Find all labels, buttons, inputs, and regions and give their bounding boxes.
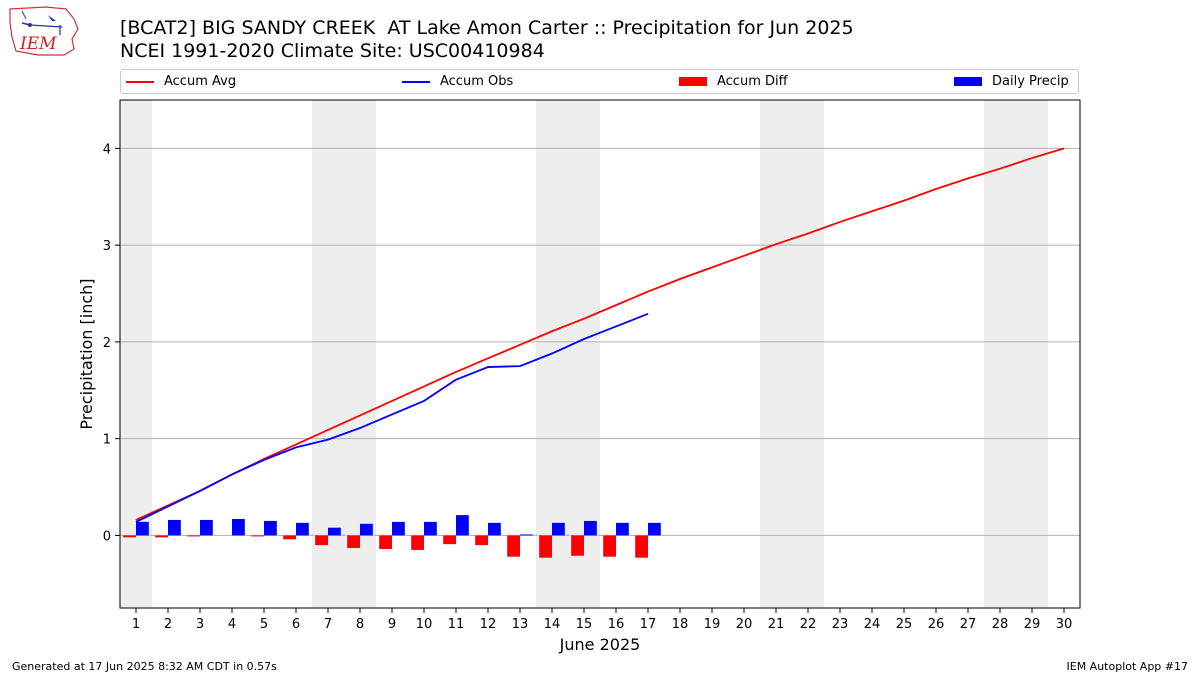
x-tick-label: 21 xyxy=(768,617,785,632)
x-tick-label: 27 xyxy=(960,617,977,632)
accum-diff-bar xyxy=(315,535,328,546)
chart-legend: Accum Avg Accum Obs Accum Diff Daily Pre… xyxy=(120,69,1079,94)
y-tick-label: 0 xyxy=(103,529,111,544)
daily-precip-bar xyxy=(488,522,501,536)
daily-precip-bar xyxy=(232,518,245,536)
x-tick-label: 11 xyxy=(448,617,465,632)
accum-diff-bar xyxy=(379,535,392,549)
y-tick-label: 2 xyxy=(103,336,111,351)
iem-logo: IEM xyxy=(8,5,82,59)
daily-precip-bar xyxy=(584,520,597,536)
x-tick-label: 25 xyxy=(896,617,913,632)
x-tick-label: 18 xyxy=(672,617,689,632)
chart-title: [BCAT2] BIG SANDY CREEK AT Lake Amon Car… xyxy=(120,17,854,39)
daily-precip-bar xyxy=(616,522,629,536)
accum-diff-bar xyxy=(347,535,360,549)
x-axis-label: June 2025 xyxy=(559,635,641,654)
x-tick-label: 26 xyxy=(928,617,945,632)
x-tick-label: 23 xyxy=(832,617,849,632)
legend-label-accum-diff: Accum Diff xyxy=(717,74,788,89)
legend-swatch-accum-diff xyxy=(679,77,707,86)
legend-item-accum-avg: Accum Avg xyxy=(126,73,236,91)
x-tick-label: 7 xyxy=(324,617,332,632)
legend-swatch-accum-avg xyxy=(126,80,154,83)
daily-precip-bar xyxy=(296,522,309,536)
x-tick-label: 4 xyxy=(228,617,236,632)
daily-precip-bar xyxy=(392,521,405,536)
accum-diff-bar xyxy=(155,535,168,538)
x-tick-label: 1 xyxy=(132,617,140,632)
legend-swatch-accum-obs xyxy=(402,80,430,83)
x-tick-label: 14 xyxy=(544,617,561,632)
legend-swatch-daily-precip xyxy=(954,77,982,86)
accum-diff-bar xyxy=(571,535,584,556)
accum-diff-bar xyxy=(539,535,552,558)
daily-precip-bar xyxy=(424,521,437,536)
weekend-shade xyxy=(984,100,1048,608)
legend-label-accum-avg: Accum Avg xyxy=(164,74,237,89)
accum-diff-bar xyxy=(603,535,616,557)
daily-precip-bar xyxy=(264,520,277,536)
generated-timestamp: Generated at 17 Jun 2025 8:32 AM CDT in … xyxy=(12,660,277,673)
x-tick-label: 30 xyxy=(1056,617,1073,632)
x-tick-label: 19 xyxy=(704,617,721,632)
plot-frame xyxy=(119,99,1081,609)
weekend-shade xyxy=(760,100,824,608)
logo-text: IEM xyxy=(19,34,57,54)
x-tick-label: 13 xyxy=(512,617,529,632)
app-label: IEM Autoplot App #17 xyxy=(1066,660,1189,673)
daily-precip-bar xyxy=(168,519,181,536)
x-tick-label: 22 xyxy=(800,617,817,632)
legend-item-daily-precip: Daily Precip xyxy=(954,73,1069,91)
accum-diff-bar xyxy=(443,535,456,545)
x-tick-label: 3 xyxy=(196,617,204,632)
x-tick-label: 8 xyxy=(356,617,364,632)
accum-obs-line xyxy=(135,313,649,523)
daily-precip-bar xyxy=(552,522,565,536)
accum-avg-line xyxy=(135,147,1065,521)
x-tick-label: 29 xyxy=(1024,617,1041,632)
x-tick-label: 12 xyxy=(480,617,497,632)
accum-diff-bar xyxy=(187,535,200,537)
legend-item-accum-diff: Accum Diff xyxy=(679,73,788,91)
accum-diff-bar xyxy=(251,535,264,537)
x-tick-label: 5 xyxy=(260,617,268,632)
x-tick-label: 10 xyxy=(416,617,433,632)
daily-precip-bar xyxy=(328,527,341,536)
legend-item-accum-obs: Accum Obs xyxy=(402,73,513,91)
y-tick-label: 3 xyxy=(103,239,111,254)
accum-diff-bar xyxy=(411,535,424,550)
x-tick-label: 28 xyxy=(992,617,1009,632)
accum-diff-bar xyxy=(123,535,136,538)
accum-diff-bar xyxy=(635,535,648,558)
accum-diff-bar xyxy=(507,535,520,557)
x-tick-label: 2 xyxy=(164,617,172,632)
legend-label-daily-precip: Daily Precip xyxy=(992,74,1069,89)
daily-precip-bar xyxy=(520,534,533,536)
x-tick-label: 9 xyxy=(388,617,396,632)
daily-precip-bar xyxy=(456,515,469,536)
daily-precip-bar xyxy=(136,521,149,536)
daily-precip-bar xyxy=(360,523,373,536)
daily-precip-bar xyxy=(200,519,213,536)
weekend-shade xyxy=(312,100,376,608)
accum-diff-bar xyxy=(283,535,296,540)
y-axis-label: Precipitation [inch] xyxy=(77,278,96,429)
accum-diff-bar xyxy=(475,535,488,546)
x-tick-label: 24 xyxy=(864,617,881,632)
x-tick-label: 17 xyxy=(640,617,657,632)
y-tick-label: 1 xyxy=(103,433,111,448)
x-tick-label: 15 xyxy=(576,617,593,632)
x-tick-label: 20 xyxy=(736,617,753,632)
daily-precip-bar xyxy=(648,522,661,536)
chart-subtitle: NCEI 1991-2020 Climate Site: USC00410984 xyxy=(120,40,545,62)
legend-label-accum-obs: Accum Obs xyxy=(440,74,514,89)
x-tick-label: 6 xyxy=(292,617,300,632)
x-tick-label: 16 xyxy=(608,617,625,632)
y-tick-label: 4 xyxy=(103,142,111,157)
